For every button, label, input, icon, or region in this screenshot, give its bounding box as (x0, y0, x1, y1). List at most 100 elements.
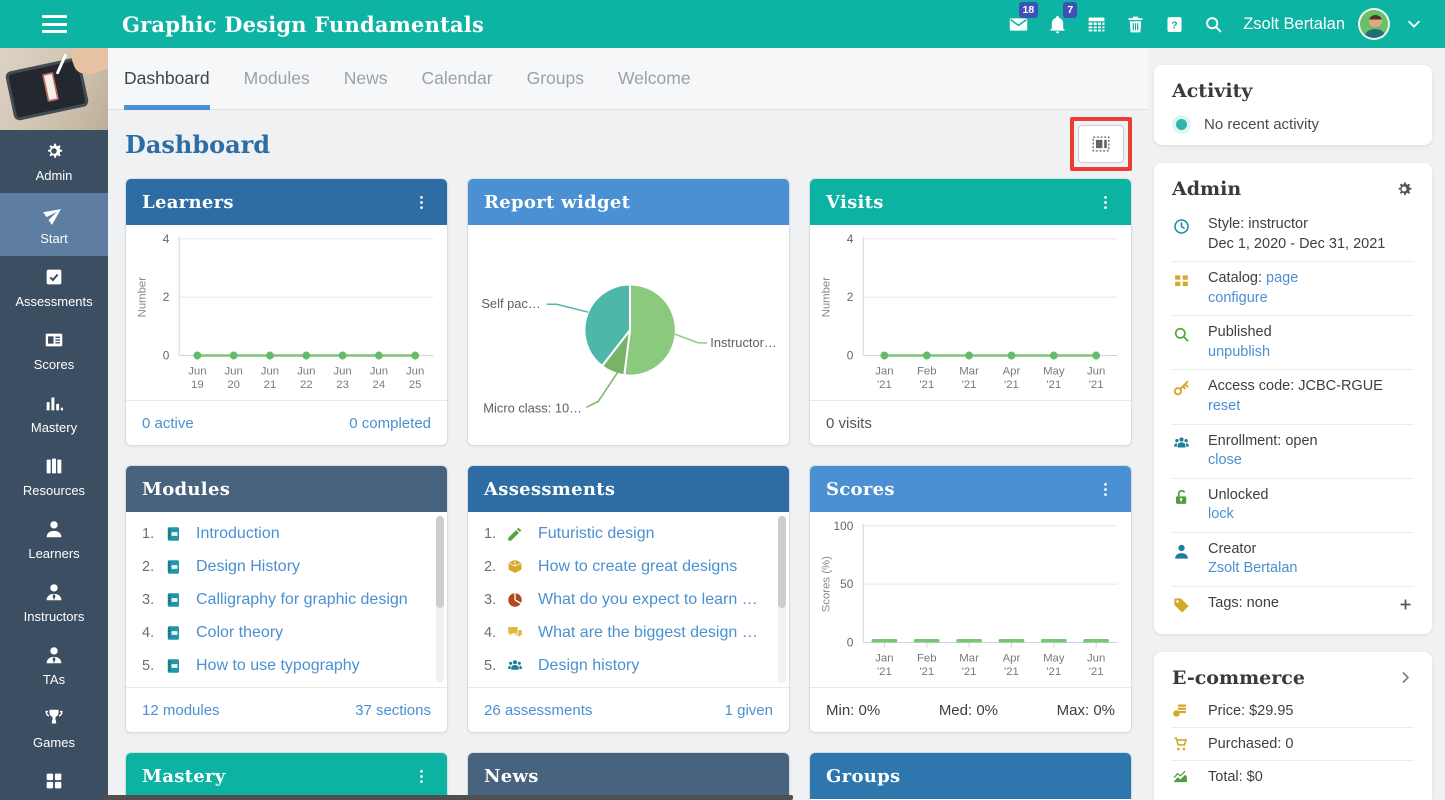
assessment-link[interactable]: What are the biggest design in… (538, 623, 761, 641)
sidebar-item-instructors[interactable]: Instructors (0, 571, 108, 634)
trash-button[interactable] (1120, 9, 1150, 39)
add-tag-button[interactable] (1397, 594, 1414, 613)
admin-row-action-link[interactable]: close (1208, 452, 1242, 469)
area-icon (1172, 768, 1208, 785)
list-scrollbar[interactable] (778, 516, 786, 683)
widget-title: Modules (142, 478, 231, 500)
sidebar-item-start[interactable]: Start (0, 193, 108, 256)
svg-text:Jan: Jan (875, 365, 893, 377)
active-learners-link[interactable]: 0 active (142, 414, 194, 432)
user-name[interactable]: Zsolt Bertalan (1243, 14, 1345, 33)
assessment-link[interactable]: How to create great designs (538, 557, 738, 575)
left-sidebar: Admin Start Assessments Scores Mastery Resour… (0, 48, 108, 800)
module-link[interactable]: How to use typography (196, 656, 360, 674)
assessments-count-link[interactable]: 26 assessments (484, 701, 593, 719)
assessment-link[interactable]: Futuristic design (538, 524, 655, 542)
customize-widgets-button[interactable] (1078, 125, 1124, 163)
help-button[interactable]: ? (1159, 9, 1189, 39)
module-link[interactable]: Calligraphy for graphic design (196, 590, 408, 608)
assessment-item[interactable]: 4. What are the biggest design in… (484, 623, 761, 641)
scores-chart: 0 50 100 Jan '21 Feb '21 Mar '21 Apr '21 May '21 Jun '… (821, 519, 1118, 678)
assessment-item[interactable]: 2. How to create great designs (484, 557, 738, 575)
module-link[interactable]: Introduction (196, 524, 280, 542)
sidebar-item-label: Mastery (30, 420, 78, 435)
avatar[interactable] (1358, 8, 1390, 40)
cart-icon (1172, 735, 1208, 752)
tab-welcome[interactable]: Welcome (617, 68, 691, 88)
widget-title: Mastery (142, 765, 226, 787)
search-button[interactable] (1198, 9, 1228, 39)
tab-modules[interactable]: Modules (243, 68, 310, 88)
sidebar-item-learners[interactable]: Learners (0, 508, 108, 571)
module-item[interactable]: 1. Introduction (142, 524, 280, 542)
module-item[interactable]: 4. Color theory (142, 623, 284, 641)
admin-row-action-link[interactable]: Zsolt Bertalan (1208, 560, 1298, 577)
admin-row-action-link[interactable]: reset (1208, 397, 1241, 414)
course-tabs: Dashboard Modules News Calendar Groups Welcom… (108, 48, 1148, 110)
user-menu-button[interactable] (1399, 9, 1429, 39)
kebab-menu-icon[interactable] (1096, 478, 1115, 500)
assessment-link[interactable]: Design history (538, 656, 640, 674)
given-count-link[interactable]: 1 given (724, 701, 773, 719)
svg-text:20: 20 (227, 379, 240, 391)
tab-calendar[interactable]: Calendar (421, 68, 493, 88)
completed-learners-link[interactable]: 0 completed (349, 414, 431, 432)
sidebar-item-label: Start (40, 231, 68, 246)
menu-icon[interactable] (0, 12, 108, 35)
activity-title: Activity (1172, 80, 1253, 102)
chevron-down-icon (1405, 15, 1423, 33)
module-item[interactable]: 2. Design History (142, 557, 301, 575)
person-tie-icon (43, 643, 65, 667)
tab-dashboard[interactable]: Dashboard (124, 48, 210, 110)
horizontal-scrollbar[interactable] (102, 795, 793, 800)
search-icon (1203, 14, 1224, 35)
sidebar-item-tas[interactable]: TAs (0, 634, 108, 697)
gradebook-button[interactable] (1081, 9, 1111, 39)
svg-text:50: 50 (840, 577, 854, 591)
assessment-item[interactable]: 5. Design history (484, 656, 640, 676)
modules-count-link[interactable]: 12 modules (142, 701, 220, 719)
assessment-link[interactable]: What do you expect to learn in … (538, 590, 761, 608)
notifications-button[interactable]: 7 (1042, 2, 1078, 39)
kebab-menu-icon[interactable] (412, 765, 431, 787)
svg-text:'21: '21 (1046, 666, 1061, 678)
sidebar-item-resources[interactable]: Resources (0, 445, 108, 508)
assessment-item[interactable]: 3. What do you expect to learn in … (484, 590, 761, 608)
kebab-menu-icon[interactable] (1096, 191, 1115, 213)
module-link[interactable]: Design History (196, 557, 301, 575)
sidebar-item-assessments[interactable]: Assessments (0, 256, 108, 319)
admin-row-link[interactable]: page (1266, 270, 1299, 287)
module-item[interactable]: 5. How to use typography (142, 656, 360, 674)
sections-count-link[interactable]: 37 sections (355, 701, 431, 719)
layout-icon (1090, 133, 1112, 155)
admin-row-action-link[interactable]: unpublish (1208, 343, 1271, 360)
bars-icon (43, 391, 65, 415)
admin-settings-icon[interactable] (1394, 179, 1414, 199)
sidebar-item-games[interactable]: Games (0, 697, 108, 760)
module-item[interactable]: 3. Calligraphy for graphic design (142, 590, 408, 608)
sidebar-item-scores[interactable]: Scores (0, 319, 108, 382)
sidebar-item-admin[interactable]: Admin (0, 130, 108, 193)
notifications-badge: 7 (1063, 2, 1078, 18)
visits-chart: 0 2 4 Jan '21 Feb '21 Mar '21 Apr '21 May '21 Jun '21 N… (821, 232, 1118, 391)
widget-report: Report widget Instructor… Micro class: 10… (467, 178, 790, 446)
sidebar-item-apps[interactable] (0, 760, 108, 800)
admin-row-label: Catalog: page (1208, 270, 1299, 287)
sidebar-item-mastery[interactable]: Mastery (0, 382, 108, 445)
list-scrollbar[interactable] (436, 516, 444, 683)
sidebar-item-label: Games (33, 735, 75, 750)
chevron-right-icon[interactable] (1397, 669, 1414, 686)
annotation-highlight (1070, 117, 1132, 171)
trash-icon (1125, 14, 1146, 35)
admin-row-unlocked: Unlocked lock (1172, 477, 1414, 532)
admin-row-action-link[interactable]: configure (1208, 289, 1268, 306)
messages-button[interactable]: 18 (1003, 2, 1039, 39)
ecommerce-row-total-0: Total: $0 (1172, 759, 1414, 793)
tab-news[interactable]: News (343, 68, 388, 88)
assessment-item[interactable]: 1. Futuristic design (484, 524, 655, 542)
group-icon (506, 656, 526, 676)
admin-row-action-link[interactable]: lock (1208, 506, 1234, 523)
module-link[interactable]: Color theory (196, 623, 284, 641)
tab-groups[interactable]: Groups (526, 68, 584, 88)
kebab-menu-icon[interactable] (412, 191, 431, 213)
